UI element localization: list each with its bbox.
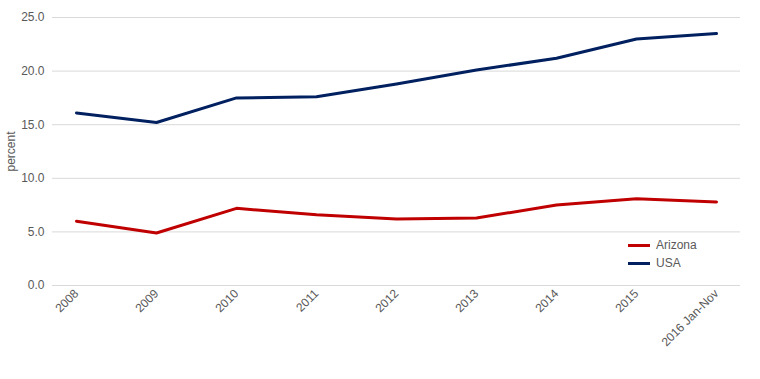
svg-text:2014: 2014 [533, 286, 562, 315]
html-text:Arizona: Arizona [656, 238, 697, 252]
svg-text:2009: 2009 [133, 286, 162, 315]
svg-text:2008: 2008 [53, 286, 82, 315]
svg-text:10.0: 10.0 [21, 171, 45, 185]
svg-text:20.0: 20.0 [21, 64, 45, 78]
html-text:USA: USA [656, 256, 681, 270]
svg-text:2012: 2012 [373, 286, 402, 315]
svg-text:percent: percent [4, 131, 18, 172]
svg-text:5.0: 5.0 [28, 225, 45, 239]
svg-text:15.0: 15.0 [21, 118, 45, 132]
svg-text:2010: 2010 [213, 286, 242, 315]
svg-text:2015: 2015 [613, 286, 642, 315]
svg-text:2011: 2011 [293, 286, 321, 314]
svg-text:2016 Jan-Nov: 2016 Jan-Nov [659, 286, 722, 349]
svg-text:25.0: 25.0 [21, 10, 45, 24]
svg-text:0.0: 0.0 [28, 278, 45, 292]
svg-text:2013: 2013 [453, 286, 482, 315]
